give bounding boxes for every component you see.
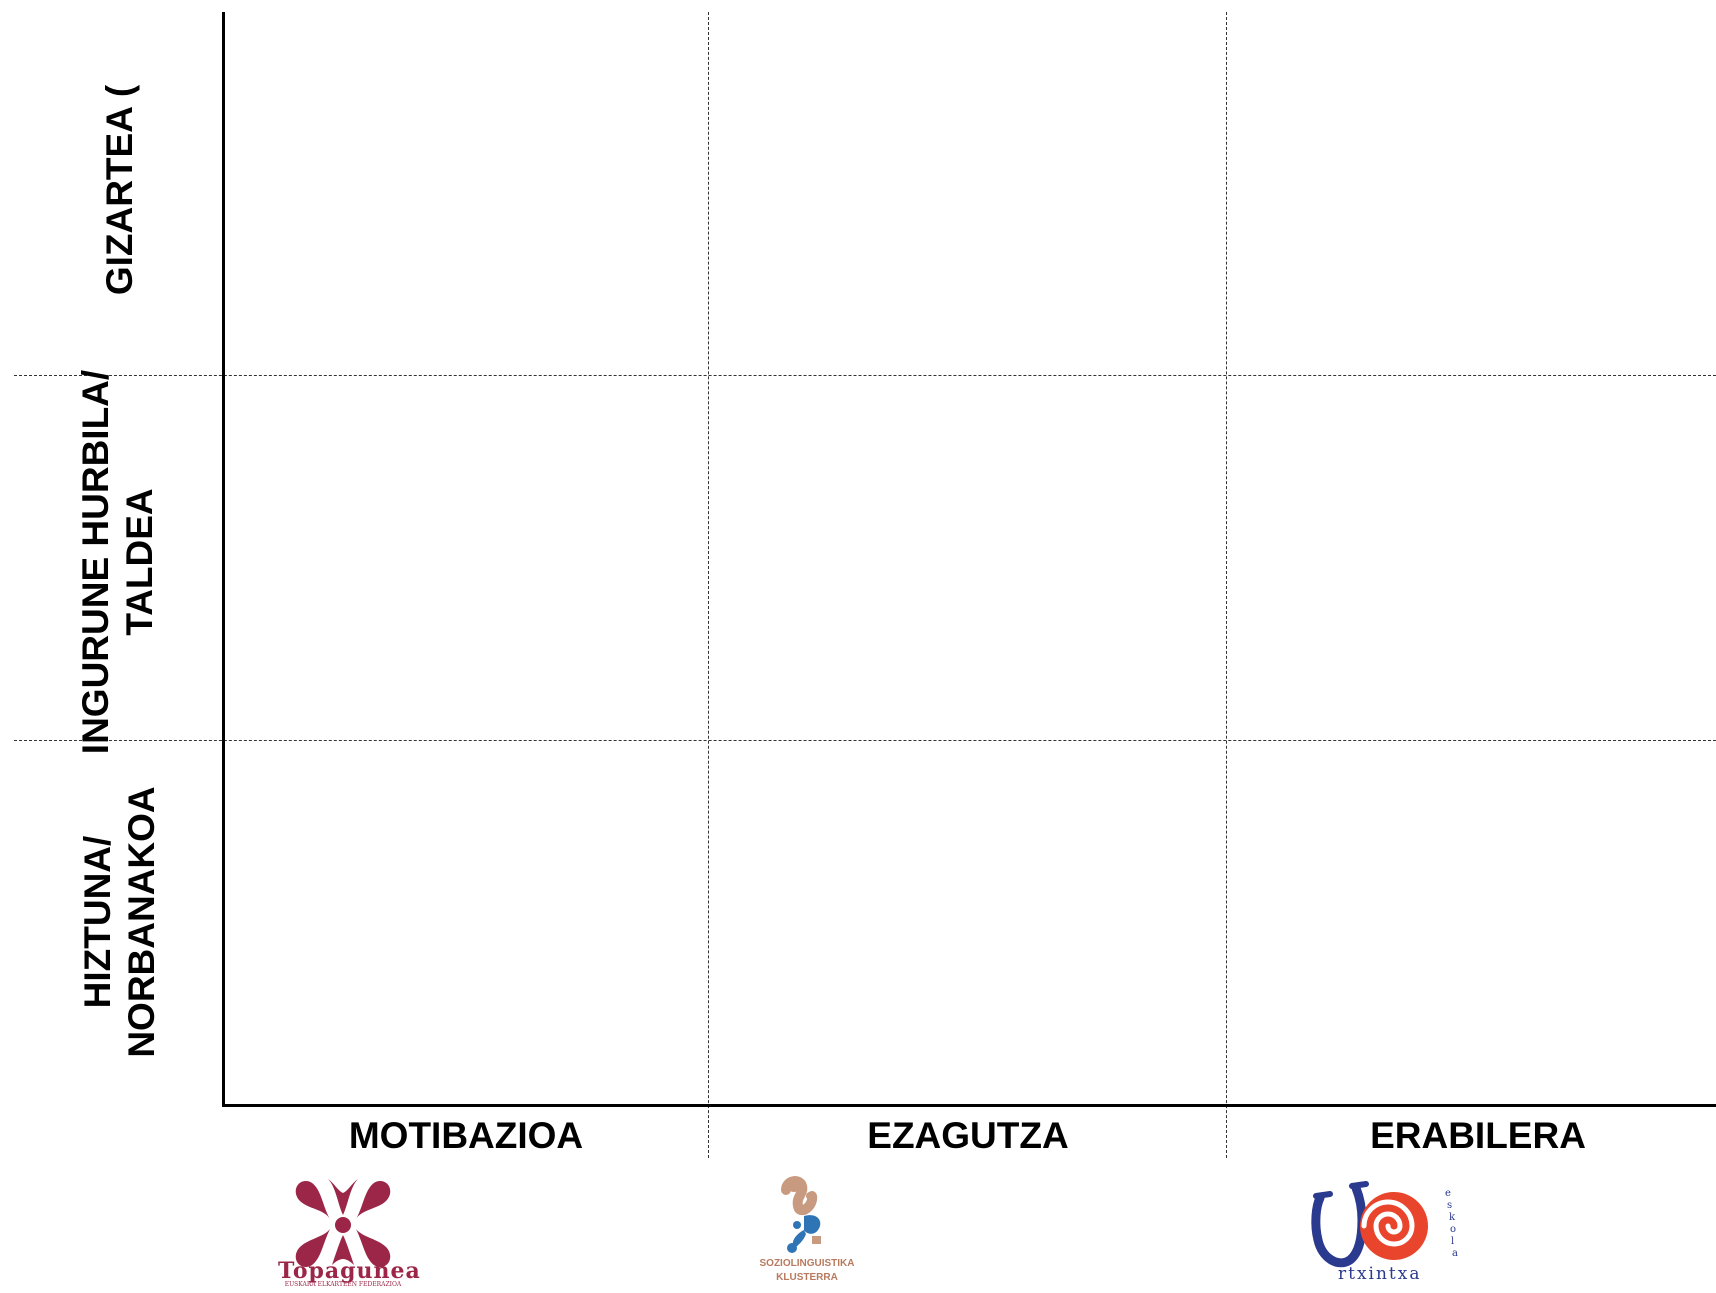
svg-text:l: l (1451, 1236, 1454, 1247)
klusterra-line1: SOZIOLINGUISTIKA (759, 1258, 855, 1269)
klusterra-logo: SOZIOLINGUISTIKA KLUSTERRA (752, 1176, 862, 1288)
row-label-line: GIZARTEA ( (99, 84, 140, 296)
row-label-gizartea: GIZARTEA ( (98, 85, 142, 295)
row-divider-1 (14, 375, 1716, 376)
column-label-erabilera: ERABILERA (1370, 1115, 1586, 1156)
klusterra-line2: KLUSTERRA (776, 1272, 838, 1283)
row-label-hiztuna: HIZTUNA/ NORBANAKOA (76, 786, 164, 1057)
urtxintxa-logo: e s k o l a rtxintxa (1310, 1176, 1470, 1288)
row-label-line: TALDEA (119, 488, 160, 636)
row-label-line: NORBANAKOA (121, 786, 162, 1058)
row-label-line: INGURUNE HURBILA/ (75, 369, 116, 755)
klusterra-emblem-icon (781, 1176, 821, 1253)
topagunea-name: Topagunea (278, 1258, 421, 1284)
topagunea-emblem-icon (295, 1179, 391, 1267)
topagunea-subtitle: EUSKARA ELKARTEEN FEDERAZIOA (284, 1281, 402, 1288)
urtxintxa-emblem-icon: e s k o l a (1311, 1181, 1458, 1268)
horizontal-axis (222, 1104, 1716, 1107)
column-divider-1 (708, 12, 709, 1158)
row-label-line: HIZTUNA/ (77, 835, 118, 1009)
column-label-motibazioa: MOTIBAZIOA (348, 1115, 584, 1156)
svg-text:s: s (1447, 1200, 1452, 1211)
svg-text:o: o (1450, 1224, 1456, 1235)
svg-text:e: e (1445, 1188, 1451, 1199)
column-divider-2 (1226, 12, 1227, 1158)
row-divider-2 (14, 740, 1716, 741)
column-label-ezagutza: EZAGUTZA (867, 1115, 1069, 1156)
svg-text:k: k (1449, 1212, 1456, 1223)
svg-text:a: a (1452, 1248, 1458, 1259)
urtxintxa-name: rtxintxa (1338, 1264, 1422, 1284)
topagunea-logo: Topagunea EUSKARA ELKARTEEN FEDERAZIOA (278, 1175, 421, 1289)
vertical-axis (222, 12, 225, 1107)
row-label-ingurune-hurbila: INGURUNE HURBILA/ TALDEA (74, 370, 162, 754)
